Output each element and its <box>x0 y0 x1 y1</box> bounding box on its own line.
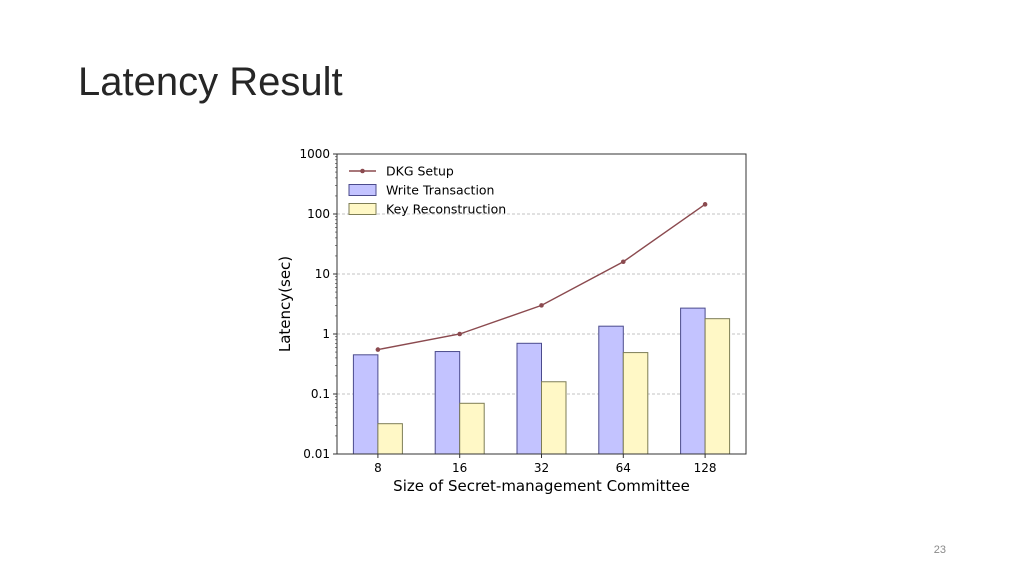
line-series <box>375 202 708 352</box>
x-axis-label: Size of Secret-management Committee <box>393 477 690 495</box>
x-tick-label: 128 <box>694 461 717 475</box>
y-axis-ticks: 0.01 0.1 1 10 100 1000 <box>299 147 337 461</box>
latency-chart: 0.01 0.1 1 10 100 1000 8 16 32 64 128 Latency(sec… <box>270 140 760 500</box>
bar-write-transaction <box>352 354 379 455</box>
x-tick-label: 64 <box>616 461 631 475</box>
page-number: 23 <box>933 544 946 556</box>
line-point <box>539 303 544 308</box>
bar-key-reconstruction <box>377 423 403 455</box>
line-point <box>621 259 626 265</box>
legend-label: Key Reconstruction <box>386 202 506 217</box>
y-tick-label: 0.1 <box>311 387 330 401</box>
line-point <box>457 331 462 337</box>
legend-label: Write Transaction <box>386 183 494 198</box>
slide-title: Latency Result <box>78 60 343 104</box>
bar-write-transaction <box>598 325 624 455</box>
bar-write-transaction <box>680 307 706 455</box>
bar-key-reconstruction <box>541 381 567 455</box>
bar-write-transaction <box>516 342 542 455</box>
x-tick-label: 8 <box>374 461 382 475</box>
line-dkg-setup <box>377 203 706 351</box>
bar-series <box>352 307 731 455</box>
x-tick-label: 32 <box>534 461 549 475</box>
y-tick-label: 1000 <box>299 147 330 161</box>
x-axis-ticks: 8 16 32 64 128 <box>374 454 717 475</box>
bar-write-transaction <box>434 351 461 455</box>
bar-key-reconstruction <box>704 318 731 455</box>
bar-key-reconstruction <box>622 352 649 455</box>
line-point <box>375 347 381 352</box>
y-axis-label: Latency(sec) <box>276 256 294 352</box>
legend-line-marker <box>360 168 365 174</box>
y-tick-label: 0.01 <box>303 447 330 461</box>
bar-key-reconstruction <box>459 402 485 455</box>
chart-canvas: 0.01 0.1 1 10 100 1000 8 16 32 64 128 Latency(sec… <box>276 147 747 495</box>
x-tick-label: 16 <box>452 461 467 475</box>
grid-lines <box>337 213 746 395</box>
legend-bar-swatch <box>348 184 377 196</box>
legend: DKG Setup Write Transaction Key Reconstruc… <box>348 164 506 217</box>
line-point <box>702 202 708 207</box>
y-tick-label: 100 <box>307 207 330 221</box>
legend-label: DKG Setup <box>386 164 454 179</box>
legend-bar-swatch <box>348 203 377 215</box>
y-tick-label: 10 <box>315 267 330 281</box>
y-tick-label: 1 <box>322 327 330 341</box>
